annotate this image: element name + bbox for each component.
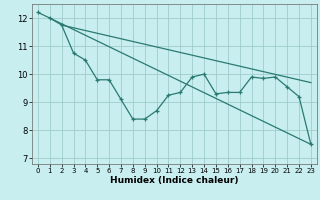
X-axis label: Humidex (Indice chaleur): Humidex (Indice chaleur): [110, 176, 239, 185]
